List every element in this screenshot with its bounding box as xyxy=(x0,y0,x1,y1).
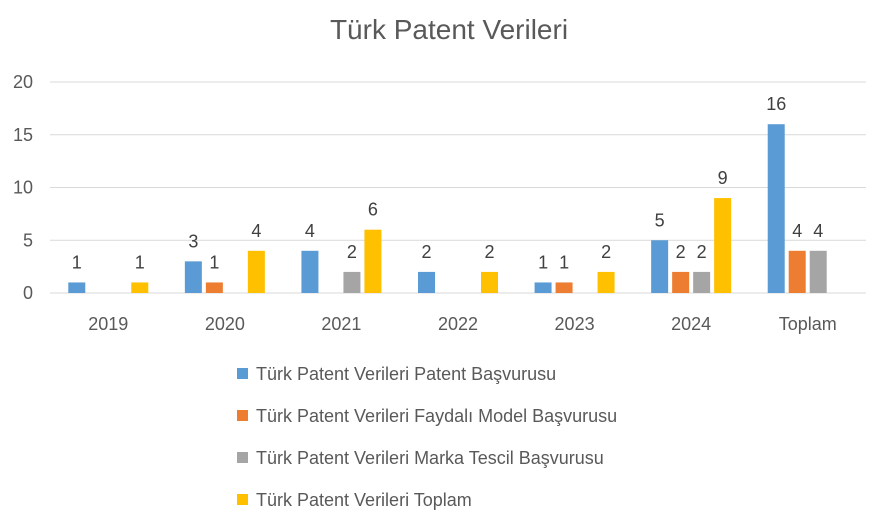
bar xyxy=(597,271,615,293)
bar xyxy=(343,271,361,293)
bar xyxy=(534,282,552,293)
legend-item: Türk Patent Verileri Faydalı Model Başvu… xyxy=(237,406,617,426)
legend-label: Türk Patent Verileri Marka Tescil Başvur… xyxy=(256,448,604,468)
data-label: 1 xyxy=(72,252,82,272)
data-label: 3 xyxy=(188,231,198,251)
legend: Türk Patent Verileri Patent Başvurusu Tür… xyxy=(237,364,617,510)
y-tick-label: 20 xyxy=(13,72,33,92)
data-label: 16 xyxy=(766,94,786,114)
data-label: 1 xyxy=(209,252,219,272)
legend-item: Türk Patent Verileri Marka Tescil Başvur… xyxy=(237,448,604,468)
bar xyxy=(788,250,806,293)
bar xyxy=(184,261,202,293)
legend-swatch xyxy=(237,452,248,463)
data-label: 9 xyxy=(718,168,728,188)
bar xyxy=(809,250,827,293)
x-category-label: Toplam xyxy=(779,314,837,334)
legend-item: Türk Patent Verileri Toplam xyxy=(237,490,472,510)
data-label: 6 xyxy=(368,200,378,220)
data-label: 4 xyxy=(305,221,315,241)
bar xyxy=(418,271,435,293)
bar xyxy=(714,198,732,293)
legend-label: Türk Patent Verileri Patent Başvurusu xyxy=(256,364,556,384)
bars xyxy=(68,124,827,293)
bar xyxy=(301,250,319,293)
y-tick-label: 10 xyxy=(13,178,33,198)
legend-swatch xyxy=(237,368,248,379)
x-category-label: 2021 xyxy=(321,314,361,334)
data-label: 2 xyxy=(421,242,431,262)
y-axis-ticks: 0 5 10 15 20 xyxy=(13,72,33,303)
y-tick-label: 0 xyxy=(23,283,33,303)
chart-title: Türk Patent Verileri xyxy=(330,14,568,45)
y-tick-label: 15 xyxy=(13,125,33,145)
y-tick-label: 5 xyxy=(23,230,33,250)
legend-swatch xyxy=(237,494,248,505)
x-category-label: 2023 xyxy=(555,314,595,334)
x-category-label: 2022 xyxy=(438,314,478,334)
data-label: 4 xyxy=(792,221,802,241)
gridlines xyxy=(50,81,866,294)
x-category-label: 2019 xyxy=(88,314,128,334)
legend-label: Türk Patent Verileri Toplam xyxy=(256,490,472,510)
data-label: 5 xyxy=(655,210,665,230)
bar xyxy=(205,282,223,293)
data-label: 1 xyxy=(135,252,145,272)
bar xyxy=(672,271,690,293)
bar xyxy=(555,282,573,293)
legend-swatch xyxy=(237,410,248,421)
bar xyxy=(693,271,711,293)
bar xyxy=(481,271,498,293)
data-label: 1 xyxy=(538,252,548,272)
data-label: 2 xyxy=(676,242,686,262)
data-label: 2 xyxy=(697,242,707,262)
x-category-label: 2024 xyxy=(671,314,711,334)
bar xyxy=(767,124,785,293)
x-category-label: 2020 xyxy=(205,314,245,334)
bar xyxy=(247,250,265,293)
data-label: 4 xyxy=(251,221,261,241)
data-label: 4 xyxy=(813,221,823,241)
data-label: 2 xyxy=(601,242,611,262)
bar xyxy=(131,282,149,293)
legend-label: Türk Patent Verileri Faydalı Model Başvu… xyxy=(256,406,617,426)
bar xyxy=(68,282,86,293)
x-axis-categories: 2019 2020 2021 2022 2023 2024 Toplam xyxy=(88,314,836,334)
data-label: 1 xyxy=(559,252,569,272)
data-label: 2 xyxy=(484,242,494,262)
bar xyxy=(651,240,669,293)
bar xyxy=(364,229,382,293)
legend-item: Türk Patent Verileri Patent Başvurusu xyxy=(237,364,556,384)
data-label: 2 xyxy=(347,242,357,262)
